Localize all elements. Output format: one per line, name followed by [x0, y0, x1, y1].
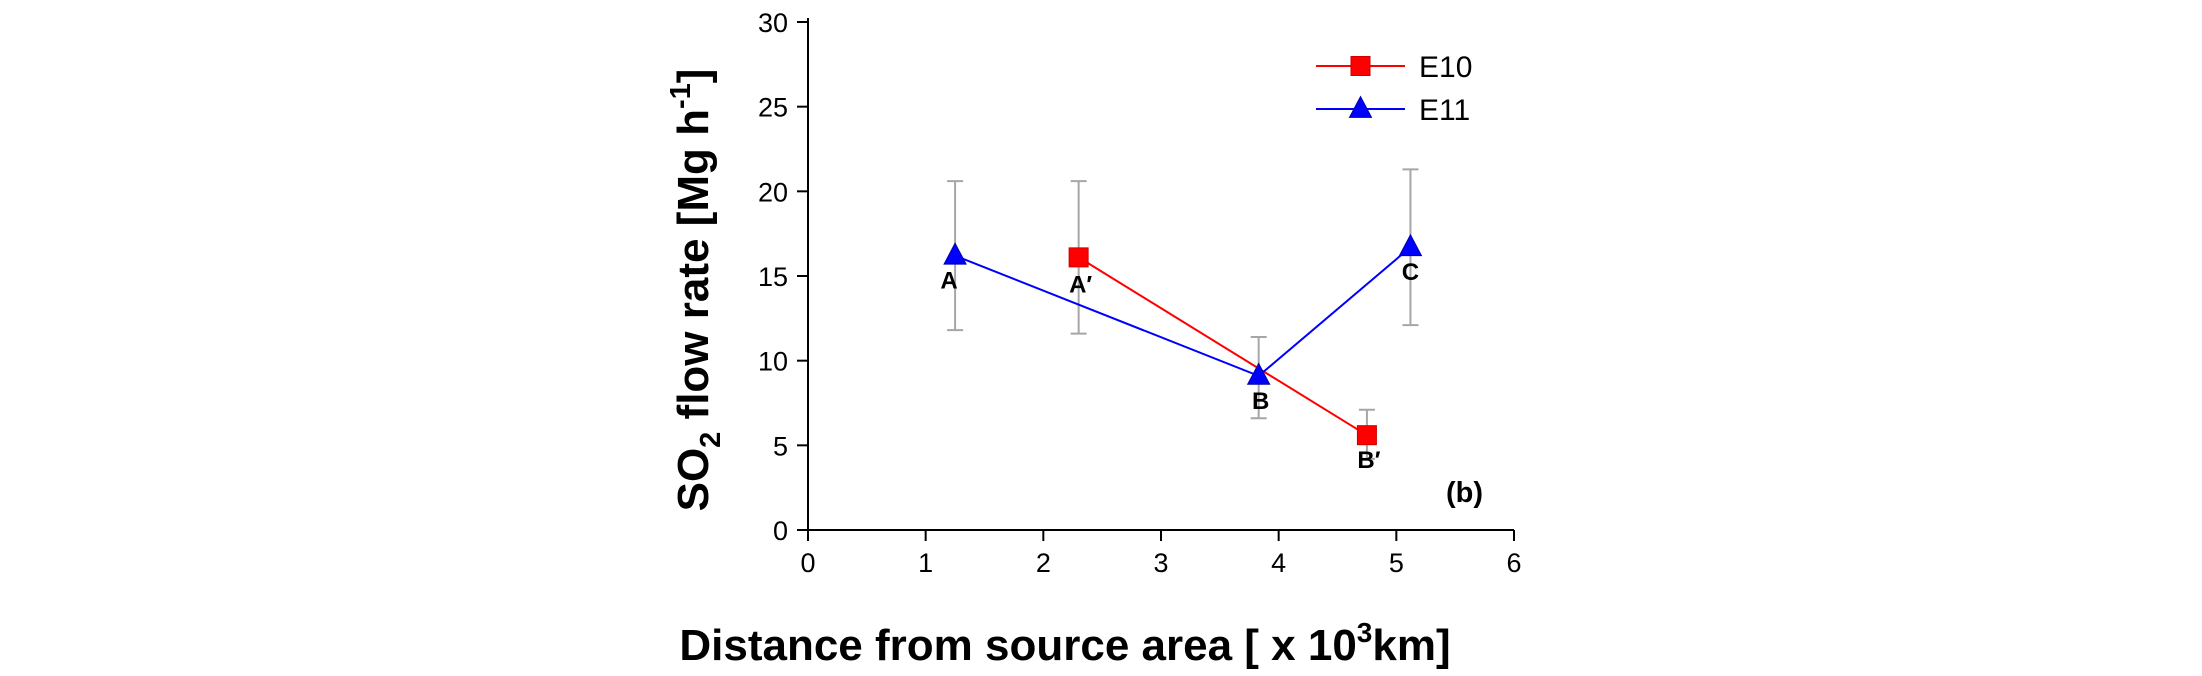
- y-tick-label: 30: [758, 8, 788, 38]
- legend-label-e10: E10: [1419, 51, 1472, 84]
- y-axis-title: SO2 flow rate [Mg h-1]: [665, 69, 727, 512]
- marker-e10: [1068, 247, 1089, 268]
- y-axis-title-prefix: SO: [669, 448, 718, 512]
- y-axis-title-tail: ]: [669, 69, 718, 84]
- x-tick-label: 6: [1506, 548, 1521, 578]
- x-tick-label: 3: [1153, 548, 1168, 578]
- x-tick-label: 0: [800, 548, 815, 578]
- point-label: B: [1252, 388, 1269, 415]
- x-tick-label: 2: [1036, 548, 1051, 578]
- series-lines: [954, 246, 1412, 437]
- panel-label: (b): [1446, 477, 1483, 509]
- point-labels: A′ B′ A B C: [940, 259, 1419, 474]
- axes: 0 5 10 15 20 25 30 0 1 2 3 4 5 6: [758, 8, 1522, 578]
- point-label: A′: [1069, 271, 1092, 298]
- x-axis-title: Distance from source area [ x 103km]: [679, 617, 1450, 670]
- x-tick-label: 5: [1389, 548, 1404, 578]
- y-tick-label: 10: [758, 347, 788, 377]
- point-label: A: [940, 268, 957, 295]
- x-tick-label: 1: [918, 548, 933, 578]
- point-label: B′: [1357, 447, 1380, 474]
- marker-e11: [1246, 362, 1271, 385]
- y-axis-title-superscript: -1: [665, 83, 697, 109]
- series-markers: [943, 233, 1423, 446]
- y-axis-title-subscript: 2: [695, 432, 727, 448]
- y-tick-label: 20: [758, 177, 788, 207]
- y-tick-label: 0: [773, 516, 788, 546]
- x-axis-title-tail: km]: [1372, 621, 1450, 670]
- y-axis-title-mid: flow rate [Mg h: [669, 109, 718, 432]
- x-tick-label: 4: [1271, 548, 1286, 578]
- marker-e10: [1356, 425, 1377, 446]
- marker-e11: [1398, 233, 1423, 257]
- point-label: C: [1402, 259, 1419, 286]
- legend-marker-e10: [1350, 56, 1371, 76]
- error-bars: [947, 168, 1419, 460]
- legend-marker-e11: [1348, 95, 1373, 118]
- series-line-e10: [1078, 256, 1368, 437]
- marker-e11: [943, 242, 967, 265]
- x-axis-title-main: Distance from source area [ x 10: [679, 621, 1356, 670]
- legend-label-e11: E11: [1419, 94, 1470, 127]
- y-tick-label: 25: [758, 93, 788, 123]
- series-line-e11: [954, 246, 1412, 378]
- y-tick-label: 5: [773, 431, 788, 461]
- x-axis-title-superscript: 3: [1357, 617, 1373, 648]
- y-tick-label: 15: [758, 262, 788, 292]
